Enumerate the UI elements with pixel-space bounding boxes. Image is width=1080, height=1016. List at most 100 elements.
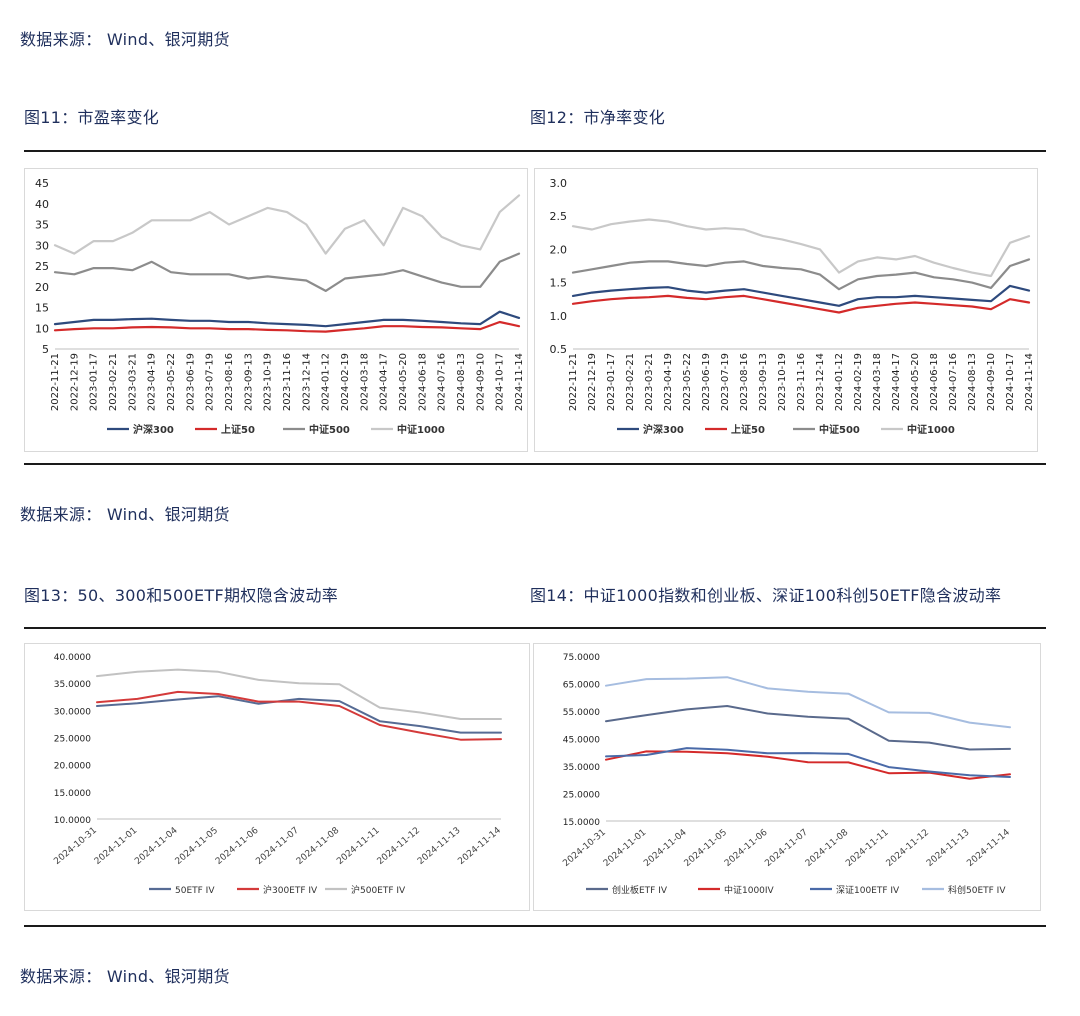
legend-label: 沪深300 <box>643 423 684 436</box>
x-tick-label: 2022-12-19 <box>69 353 80 411</box>
x-tick-label: 2024-11-05 <box>174 826 221 867</box>
chart-panel-fig14: 15.0000 25.0000 35.0000 45.0000 55.0000 65.00… <box>533 643 1041 911</box>
x-tick-label: 2024-11-13 <box>925 828 972 869</box>
x-tick-label: 2024-10-17 <box>495 353 506 411</box>
y-tick-label: 35.0000 <box>563 763 600 773</box>
x-tick-label: 2023-09-13 <box>243 353 254 411</box>
x-tick-label: 2023-08-16 <box>224 353 235 411</box>
series-line--50etf-iv <box>605 676 1011 729</box>
legend-label: 科创50ETF IV <box>948 884 1006 896</box>
x-tick-label: 2024-07-16 <box>437 353 448 411</box>
series-line--300 <box>571 284 1031 307</box>
x-tick-label: 2024-11-14 <box>456 825 503 866</box>
x-tick-label: 2024-05-20 <box>398 353 409 411</box>
x-tick-label: 2022-11-21 <box>50 353 61 411</box>
etf-iv-chart-1000-cyb-kc50: 15.0000 25.0000 35.0000 45.0000 55.0000 65.00… <box>561 653 1012 896</box>
x-tick-label: 2024-11-01 <box>93 826 140 867</box>
series-line--1000 <box>571 218 1031 278</box>
y-tick-label: 65.0000 <box>563 681 600 691</box>
x-tick-label: 2023-09-13 <box>758 353 769 411</box>
source-note-bottom: 数据来源： Wind、银河期货 <box>20 967 230 986</box>
x-tick-label: 2024-11-08 <box>295 825 342 866</box>
x-tick-label: 2023-04-19 <box>147 353 158 411</box>
y-tick-label: 40 <box>35 198 49 211</box>
x-tick-label: 2024-11-11 <box>335 826 382 867</box>
legend-label: 中证1000 <box>907 423 955 436</box>
x-tick-label: 2022-12-19 <box>587 353 598 411</box>
y-tick-label: 20 <box>35 281 49 294</box>
legend-label: 中证1000IV <box>724 884 775 896</box>
y-tick-label: 10 <box>35 322 49 335</box>
series-line--300etf-iv <box>96 690 502 741</box>
series-line-50etf-iv <box>96 695 502 734</box>
y-tick-label: 35 <box>35 219 49 232</box>
series-line--500 <box>571 258 1031 291</box>
series-line--etf-iv <box>605 705 1011 751</box>
series-line--1000 <box>53 194 521 255</box>
y-tick-label: 55.0000 <box>563 708 600 718</box>
y-tick-label: 3.0 <box>550 177 568 190</box>
x-tick-label: 2024-03-18 <box>872 353 883 411</box>
legend-label: 中证500 <box>819 423 860 436</box>
x-tick-label: 2023-07-19 <box>720 353 731 411</box>
x-tick-label: 2024-11-12 <box>885 828 932 869</box>
x-tick-label: 2024-11-08 <box>804 827 851 868</box>
y-tick-label: 2.5 <box>550 210 568 223</box>
figure-14-title: 图14：中证1000指数和创业板、深证100科创50ETF隐含波动率 <box>530 586 1002 605</box>
x-tick-label: 2024-11-12 <box>376 826 423 867</box>
source-note-top: 数据来源： Wind、银河期货 <box>20 30 230 49</box>
x-tick-label: 2023-12-14 <box>301 353 312 411</box>
x-tick-label: 2023-06-19 <box>185 353 196 411</box>
legend-label: 上证50 <box>731 423 765 436</box>
x-tick-label: 2024-04-17 <box>891 353 902 411</box>
x-tick-label: 2024-11-07 <box>254 826 301 867</box>
legend-label: 沪深300 <box>133 423 174 436</box>
x-tick-label: 2024-11-11 <box>844 828 891 869</box>
legend-label: 中证1000 <box>397 423 445 436</box>
y-tick-label: 30 <box>35 239 49 252</box>
x-tick-label: 2023-08-16 <box>739 353 750 411</box>
x-tick-label: 2024-02-19 <box>853 353 864 411</box>
x-tick-label: 2024-10-31 <box>52 826 99 867</box>
figure-13-title: 图13：50、300和500ETF期权隐含波动率 <box>24 586 339 605</box>
y-tick-label: 20.0000 <box>54 762 91 772</box>
x-tick-label: 2024-11-04 <box>133 825 180 866</box>
y-tick-label: 25 <box>35 260 49 273</box>
y-tick-label: 45 <box>35 177 49 190</box>
x-tick-label: 2024-11-01 <box>602 828 649 869</box>
x-tick-label: 2023-04-19 <box>663 353 674 411</box>
y-tick-label: 0.5 <box>550 343 568 356</box>
series-line--50 <box>53 320 521 333</box>
x-tick-label: 2023-11-16 <box>796 353 807 411</box>
etf-iv-chart-50-300-500: 10.0000 15.0000 20.0000 25.0000 30.0000 35.00… <box>52 653 503 896</box>
y-tick-label: 15.0000 <box>563 818 600 828</box>
x-tick-label: 2024-11-14 <box>1024 353 1035 411</box>
x-tick-label: 2024-11-04 <box>642 827 689 868</box>
x-tick-label: 2022-11-21 <box>568 353 579 411</box>
bottom-rule-1 <box>24 463 1046 465</box>
x-tick-label: 2024-05-20 <box>910 353 921 411</box>
y-tick-label: 30.0000 <box>54 707 91 717</box>
pb-ratio-chart: 0.5 1.0 1.5 2.0 2.5 3.0 2022-11-21 2022-12-19 20… <box>550 177 1036 436</box>
x-tick-label: 2024-01-12 <box>321 353 332 411</box>
x-tick-label: 2023-02-21 <box>625 353 636 411</box>
pe-ratio-chart: 5 10 15 20 25 30 35 40 45 2022-11-21 2022-12-19 202… <box>35 177 525 436</box>
y-tick-label: 2.0 <box>550 243 568 256</box>
x-tick-label: 2023-05-22 <box>166 353 177 411</box>
y-tick-label: 35.0000 <box>54 680 91 690</box>
x-tick-label: 2024-11-06 <box>723 827 770 868</box>
bottom-rule-2 <box>24 925 1046 927</box>
x-tick-label: 2024-02-19 <box>340 353 351 411</box>
x-tick-label: 2024-11-06 <box>214 825 261 866</box>
legend-label: 沪300ETF IV <box>263 884 318 896</box>
legend-label: 中证500 <box>309 423 350 436</box>
series-line--1000iv <box>605 750 1011 780</box>
legend-label: 深证100ETF IV <box>836 885 900 896</box>
x-tick-label: 2023-03-21 <box>644 353 655 411</box>
x-tick-label: 2024-04-17 <box>379 353 390 411</box>
y-tick-label: 10.0000 <box>54 816 91 826</box>
series-line--100etf-iv <box>605 747 1011 778</box>
x-tick-label: 2024-06-18 <box>929 353 940 411</box>
x-tick-label: 2024-03-18 <box>359 353 370 411</box>
x-tick-label: 2024-06-18 <box>417 353 428 411</box>
